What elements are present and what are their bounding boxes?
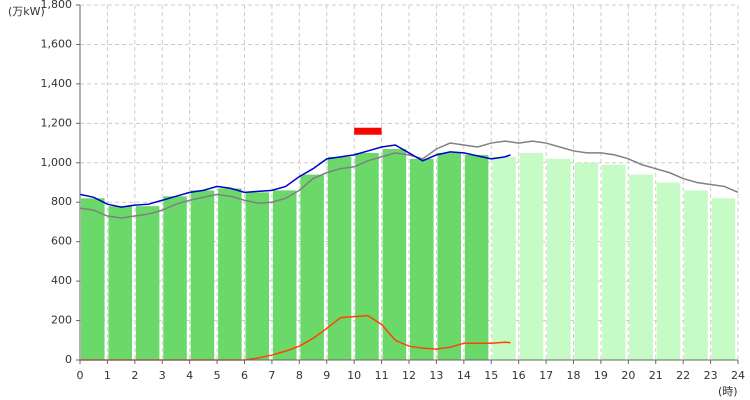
bar	[410, 158, 434, 360]
x-tick-label: 18	[567, 369, 581, 382]
x-tick-label: 10	[347, 369, 361, 382]
bar	[245, 192, 270, 360]
bar	[300, 174, 324, 360]
x-tick-label: 7	[268, 369, 275, 382]
bar	[464, 154, 489, 360]
bar	[135, 206, 160, 360]
bar	[492, 156, 516, 360]
x-tick-label: 23	[704, 369, 718, 382]
y-tick-label: 0	[65, 353, 72, 366]
bar	[547, 158, 571, 360]
bar	[382, 148, 407, 360]
bar	[684, 190, 708, 360]
x-tick-label: 3	[159, 369, 166, 382]
x-tick-label: 4	[186, 369, 193, 382]
y-unit: (万kW)	[8, 5, 45, 18]
bar	[519, 152, 544, 360]
bar	[108, 206, 132, 360]
y-tick-label: 1,000	[41, 156, 73, 169]
bar	[656, 182, 681, 360]
x-tick-label: 11	[375, 369, 389, 382]
y-tick-label: 400	[51, 274, 72, 287]
y-tick-label: 600	[51, 235, 72, 248]
line	[79, 144, 511, 208]
bar	[163, 196, 187, 360]
x-tick-label: 12	[402, 369, 416, 382]
x-tick-label: 14	[457, 369, 471, 382]
x-tick-label: 17	[539, 369, 553, 382]
x-tick-label: 0	[77, 369, 84, 382]
bar	[327, 156, 352, 360]
y-tick-label: 1,400	[41, 77, 73, 90]
x-tick-label: 19	[594, 369, 608, 382]
x-unit: (時)	[718, 385, 738, 398]
bar	[437, 152, 461, 360]
y-tick-label: 1,600	[41, 37, 73, 50]
x-tick-label: 16	[512, 369, 526, 382]
x-tick-label: 5	[214, 369, 221, 382]
x-tick-label: 24	[731, 369, 745, 382]
y-tick-label: 1,800	[41, 0, 73, 11]
peak-marker	[354, 127, 382, 135]
y-tick-label: 200	[51, 314, 72, 327]
bar	[272, 190, 297, 360]
x-tick-label: 21	[649, 369, 663, 382]
x-tick-label: 9	[323, 369, 330, 382]
x-tick-label: 8	[296, 369, 303, 382]
x-tick-label: 20	[621, 369, 635, 382]
bar	[355, 152, 379, 360]
bar	[574, 162, 599, 360]
line	[79, 140, 739, 219]
x-tick-label: 15	[484, 369, 498, 382]
bar	[711, 198, 736, 360]
x-tick-label: 1	[104, 369, 111, 382]
bar	[190, 190, 215, 360]
y-tick-label: 1,200	[41, 116, 73, 129]
x-tick-label: 22	[676, 369, 690, 382]
bar	[218, 188, 242, 360]
bar	[629, 174, 653, 360]
x-tick-label: 2	[131, 369, 138, 382]
bar	[601, 164, 626, 360]
bar	[81, 198, 105, 360]
y-tick-label: 800	[51, 195, 72, 208]
x-tick-label: 13	[429, 369, 443, 382]
x-tick-label: 6	[241, 369, 248, 382]
